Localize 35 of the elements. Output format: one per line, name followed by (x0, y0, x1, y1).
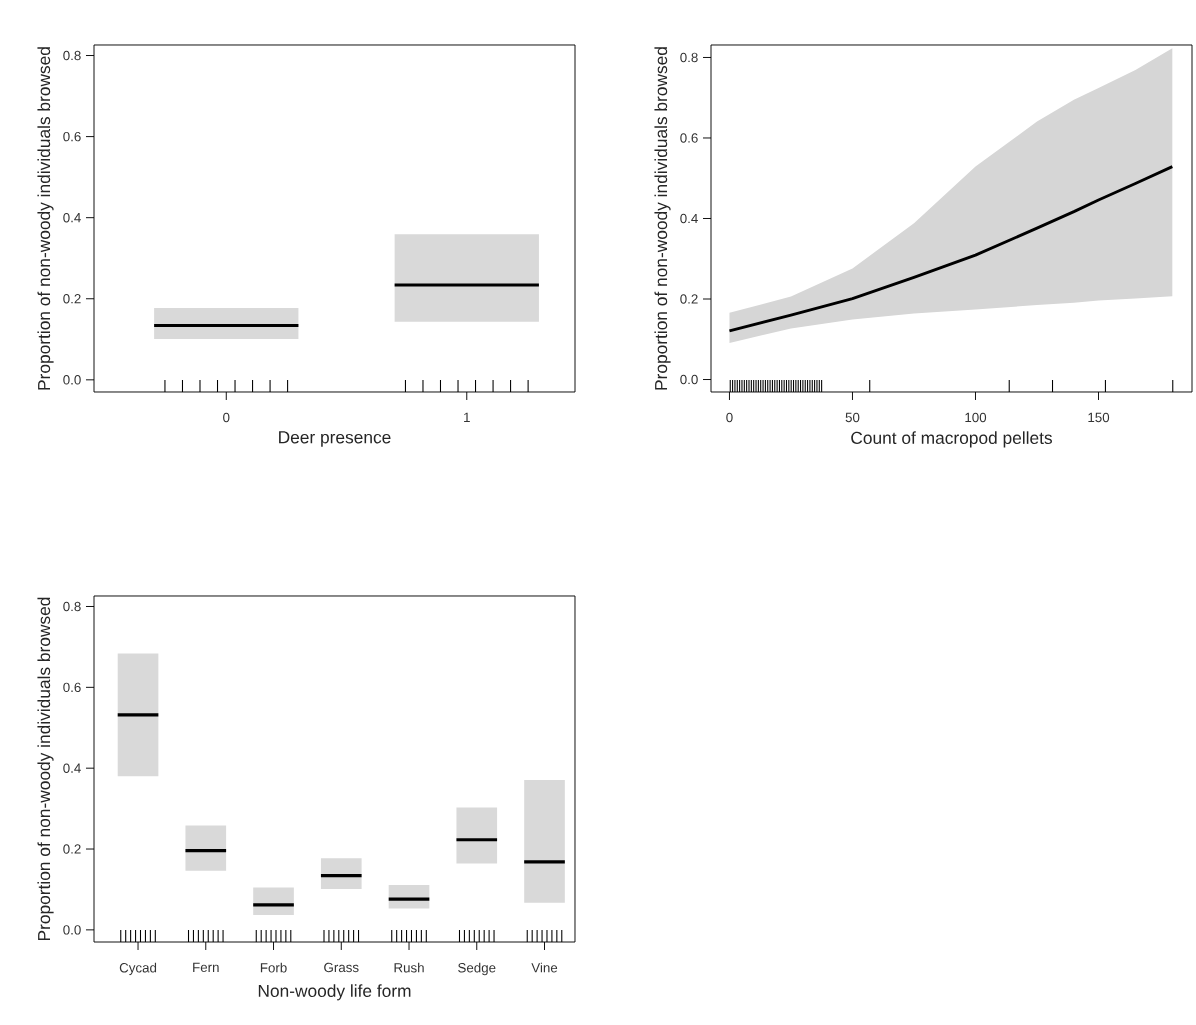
x-axis-title: Deer presence (279, 431, 391, 447)
x-tick-label: Forb (260, 962, 287, 973)
y-tick-label: 0.4 (680, 213, 698, 224)
y-tick-label: 0.4 (63, 212, 81, 223)
x-tick-label: Fern (193, 962, 219, 973)
y-tick-label: 0.6 (63, 682, 81, 693)
x-tick-label: 100 (965, 412, 987, 423)
x-tick-label: 50 (845, 412, 860, 423)
y-tick-label: 0.0 (63, 925, 81, 935)
y-axis-title: Proportion of non-woody individuals browsed (37, 597, 54, 941)
x-tick-label: Grass (324, 962, 359, 973)
x-tick-label: Sedge (458, 962, 496, 976)
y-tick-label: 0.4 (63, 763, 81, 773)
line-series (727, 165, 1174, 333)
x-tick-label: Vine (531, 962, 558, 973)
x-tick-label: 0 (223, 412, 230, 423)
x-axis-title: Non-woody life form (258, 984, 411, 1001)
y-tick-label: 0.2 (63, 844, 81, 854)
x-tick-label: 150 (1088, 412, 1110, 423)
y-tick-label: 0.0 (680, 374, 698, 385)
y-tick-label: 0.8 (680, 52, 698, 63)
x-tick-label: 1 (464, 412, 470, 422)
y-tick-label: 0.6 (680, 133, 698, 143)
y-tick-label: 0.8 (63, 601, 81, 612)
x-tick-label: Rush (394, 962, 424, 973)
x-tick-label: 0 (726, 412, 733, 423)
y-tick-label: 0.2 (680, 294, 698, 304)
y-tick-label: 0.8 (63, 50, 81, 61)
y-tick-label: 0.6 (63, 131, 81, 142)
x-tick-label: Cycad (119, 962, 157, 976)
x-axis-title: Count of macropod pellets (851, 431, 1053, 448)
y-axis-title: Proportion of non-woody individuals browsed (654, 47, 671, 390)
y-tick-label: 0.2 (63, 294, 81, 304)
y-tick-label: 0.0 (63, 375, 81, 385)
y-axis-title: Proportion of non-woody individuals browsed (37, 47, 54, 390)
